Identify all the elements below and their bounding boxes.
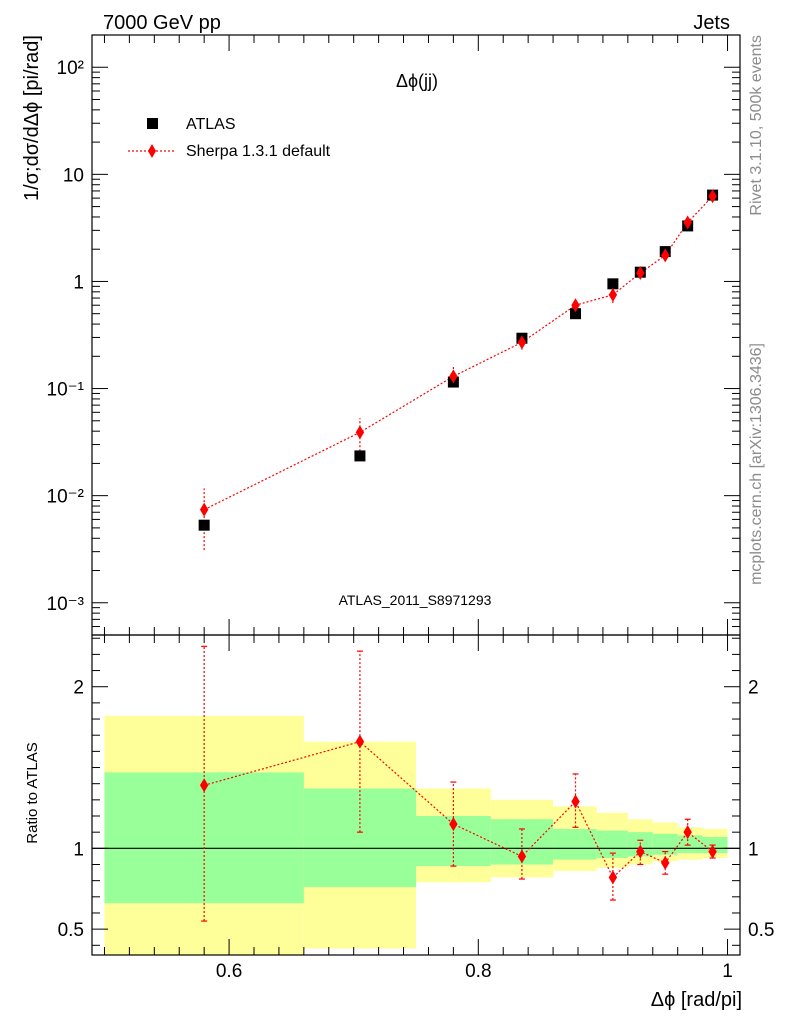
main-y-tick-label: 10 (63, 165, 84, 186)
ratio-x-tick-label: 0.8 (465, 961, 491, 982)
ratio-sherpa-point (517, 849, 527, 864)
rivet-version-label: Rivet 3.1.10, 500k events (748, 35, 765, 216)
ratio-x-tick-label: 1 (722, 961, 733, 982)
main-y-tick-label: 10² (57, 58, 84, 79)
ratio-sherpa-point (636, 844, 645, 859)
legend: ATLAS Sherpa 1.3.1 default (128, 116, 331, 160)
atlas-data-point (354, 450, 366, 462)
main-y-tick-label: 10⁻³ (47, 594, 85, 615)
ratio-sherpa-point (683, 825, 692, 840)
main-y-axis-label: 1/σ;dσ/dΔϕ [pi/rad] (21, 35, 43, 201)
sherpa-data-point (708, 189, 717, 204)
sherpa-data-point (636, 265, 645, 280)
main-y-tick-label: 1 (73, 272, 84, 293)
sherpa-data-point (199, 502, 209, 517)
ratio-y-tick-label-left: 1 (73, 839, 84, 860)
ratio-sherpa-point (571, 794, 580, 809)
legend-atlas-marker (147, 118, 158, 129)
ratio-plot-panel: 0.6 0.8 1 0.5 0.5 1 1 2 2 Ratio to ATLAS Δϕ [rad… (24, 634, 774, 1011)
x-axis-label: Δϕ [rad/pi] (651, 989, 742, 1011)
ratio-y-axis-label: Ratio to ATLAS (24, 742, 41, 843)
atlas-data-point (570, 308, 582, 320)
ratio-y-tick-label-left: 0.5 (58, 920, 84, 941)
main-plot-panel: 10⁻³ 10⁻² 10⁻¹ 1 10 10² Δϕ(jj) ATLAS_2011_S89… (21, 34, 741, 636)
ratio-inner-band (677, 835, 703, 854)
sherpa-data-point (449, 369, 458, 384)
sherpa-data-point (683, 215, 692, 230)
atlas-data-point (607, 278, 619, 290)
header-jets-label: Jets (693, 12, 730, 34)
ratio-sherpa-point (608, 870, 618, 885)
ratio-sherpa-point (708, 844, 717, 859)
ratio-sherpa-line (203, 741, 713, 879)
sherpa-data-point (608, 287, 618, 302)
legend-sherpa-marker (148, 144, 156, 158)
ratio-inner-band (104, 772, 304, 904)
ratio-inner-band (553, 828, 597, 860)
analysis-watermark: ATLAS_2011_S8971293 (339, 592, 492, 608)
sherpa-line (203, 195, 714, 511)
main-y-tick-label: 10⁻¹ (47, 380, 85, 401)
legend-sherpa-label: Sherpa 1.3.1 default (186, 143, 331, 160)
ratio-sherpa-point (449, 817, 458, 832)
ratio-x-tick-label: 0.6 (216, 961, 242, 982)
legend-atlas-label: ATLAS (186, 116, 236, 133)
mcplots-source-label: mcplots.cern.ch [arXiv:1306.3436] (748, 343, 765, 585)
ratio-y-tick-label-left: 2 (73, 678, 84, 699)
ratio-y-tick-label-right: 2 (748, 678, 759, 699)
sherpa-data-point (517, 335, 527, 350)
ratio-sherpa-point (199, 778, 209, 793)
ratio-inner-band (652, 833, 678, 855)
ratio-y-tick-label-right: 0.5 (748, 920, 774, 941)
ratio-y-tick-label-right: 1 (748, 839, 759, 860)
ratio-sherpa-point (355, 734, 365, 749)
ratio-plot-frame (91, 634, 741, 956)
main-y-tick-label: 10⁻² (47, 487, 85, 508)
sherpa-data-point (661, 248, 670, 263)
header-energy-label: 7000 GeV pp (103, 12, 221, 34)
plot-title: Δϕ(jj) (396, 71, 438, 91)
sherpa-data-point (355, 425, 365, 440)
atlas-data-point (198, 519, 210, 531)
sherpa-data-point (571, 298, 580, 313)
ratio-inner-band (303, 788, 416, 888)
ratio-sherpa-point (661, 855, 670, 870)
